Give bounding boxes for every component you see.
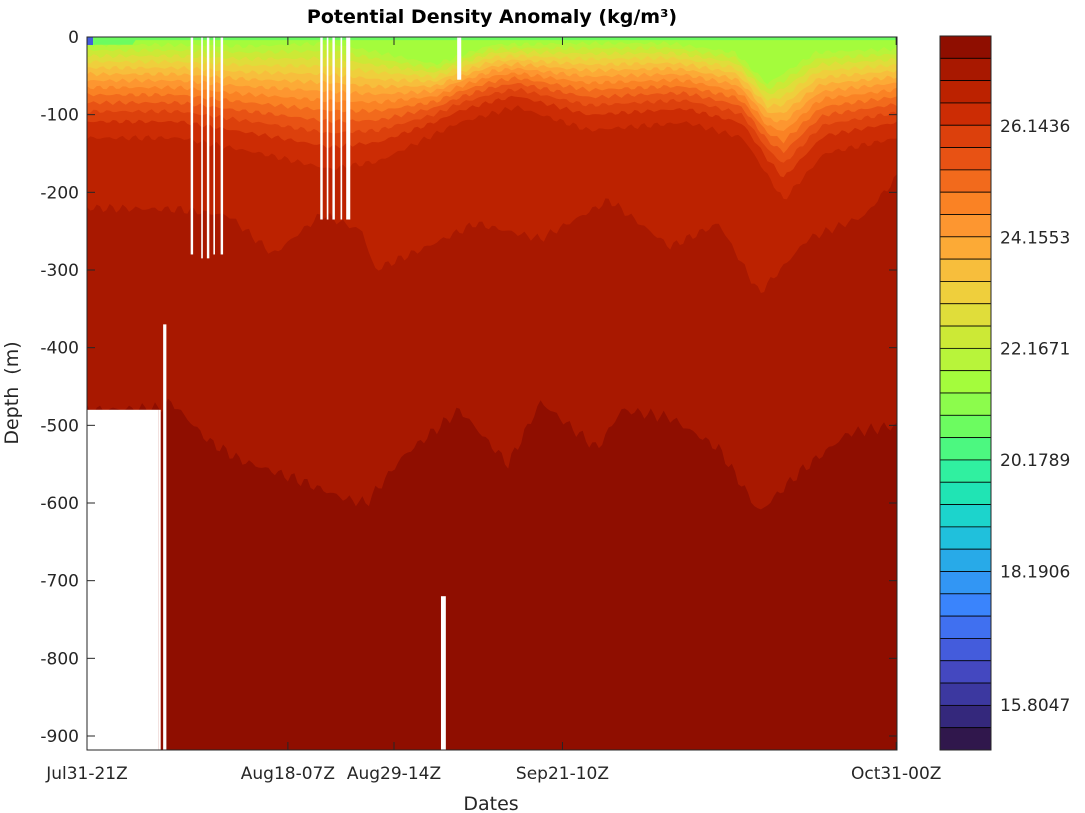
x-axis: Jul31-21Z Aug18-07Z Aug29-14Z Sep21-10Z Oct3…: [45, 37, 941, 784]
colorbar-level: [939, 459, 992, 483]
data-gap: [457, 37, 462, 80]
colorbar-level: [939, 504, 992, 528]
colorbar: 26.1436 24.1553 22.1671 20.1789 18.1906 15.80…: [939, 35, 1070, 751]
colorbar-tick-label: 24.1553: [1000, 228, 1070, 248]
colorbar-level: [939, 124, 992, 148]
colorbar-level: [939, 526, 992, 550]
colorbar-level: [939, 548, 992, 572]
x-tick-label: Aug18-07Z: [241, 764, 335, 784]
colorbar-level: [939, 615, 992, 639]
colorbar-tick-label: 18.1906: [1000, 562, 1070, 582]
data-gap: [158, 409, 161, 750]
colorbar-level: [939, 392, 992, 416]
colorbar-level: [939, 593, 992, 617]
colorbar-level: [939, 169, 992, 193]
colorbar-level: [939, 660, 992, 684]
data-gap: [346, 37, 351, 220]
colorbar-level: [939, 414, 992, 439]
data-gap: [206, 37, 210, 259]
y-tick-label: -600: [40, 494, 79, 514]
y-tick-label: -100: [40, 106, 79, 126]
data-gap: [320, 37, 323, 220]
chart-title: Potential Density Anomaly (kg/m³): [307, 6, 677, 28]
x-axis-label: Dates: [463, 793, 518, 813]
colorbar-level: [939, 303, 992, 327]
y-tick-label: -200: [40, 183, 79, 203]
colorbar-level: [939, 57, 992, 82]
colorbar-level: [939, 102, 992, 126]
colorbar-level: [939, 704, 992, 729]
y-tick-label: -500: [40, 416, 79, 436]
colorbar-level: [939, 682, 992, 706]
colorbar-level: [939, 325, 992, 349]
colorbar-level: [939, 258, 992, 282]
colorbar-level: [939, 437, 992, 461]
colorbar-level: [939, 571, 992, 595]
data-gap: [326, 37, 329, 220]
colorbar-level: [939, 347, 992, 372]
y-axis-label: Depth (m): [1, 341, 23, 444]
data-gap: [340, 37, 343, 220]
contour-level-15: [87, 37, 897, 85]
data-gaps: [87, 37, 462, 750]
y-tick-label: 0: [68, 28, 79, 48]
colorbar-tick-label: 15.8047: [1000, 696, 1070, 716]
colorbar-level: [939, 214, 992, 238]
data-gap: [332, 37, 335, 220]
colorbar-level: [939, 638, 992, 662]
colorbar-tick-label: 22.1671: [1000, 340, 1070, 360]
data-gap: [87, 409, 159, 750]
data-gap: [190, 37, 194, 255]
colorbar-level: [939, 236, 992, 260]
y-tick-label: -300: [40, 261, 79, 281]
y-axis: 0 -100 -200 -300 -400 -500 -600 -700 -800 -900: [40, 28, 897, 747]
data-gap: [163, 324, 167, 750]
x-tick-label: Oct31-00Z: [851, 764, 941, 784]
colorbar-level: [939, 147, 992, 171]
axes-box: [86, 36, 898, 751]
y-tick-label: -800: [40, 649, 79, 669]
y-tick-label: -400: [40, 339, 79, 359]
data-gap: [220, 37, 224, 255]
x-tick-label: Jul31-21Z: [45, 764, 128, 784]
colorbar-level: [939, 191, 992, 215]
colorbar-level: [939, 481, 992, 505]
x-tick-label: Aug29-14Z: [347, 764, 441, 784]
plot-area: [87, 37, 897, 750]
colorbar-level: [939, 80, 992, 104]
contour-level-surface: [87, 37, 897, 45]
colorbar-level: [939, 35, 992, 59]
colorbar-frame: [939, 35, 992, 751]
colorbar-level: [939, 370, 992, 394]
data-gap: [201, 37, 203, 259]
contour-level-14: [87, 37, 897, 90]
colorbar-level: [939, 727, 992, 751]
colorbar-tick-label: 20.1789: [1000, 451, 1070, 471]
y-tick-label: -700: [40, 572, 79, 592]
y-tick-label: -900: [40, 727, 79, 747]
data-gap: [213, 37, 215, 255]
colorbar-level: [939, 281, 992, 305]
contour-level-surface-min: [87, 37, 93, 45]
data-gap: [440, 596, 446, 750]
x-tick-label: Sep21-10Z: [516, 764, 609, 784]
colorbar-tick-label: 26.1436: [1000, 117, 1070, 137]
